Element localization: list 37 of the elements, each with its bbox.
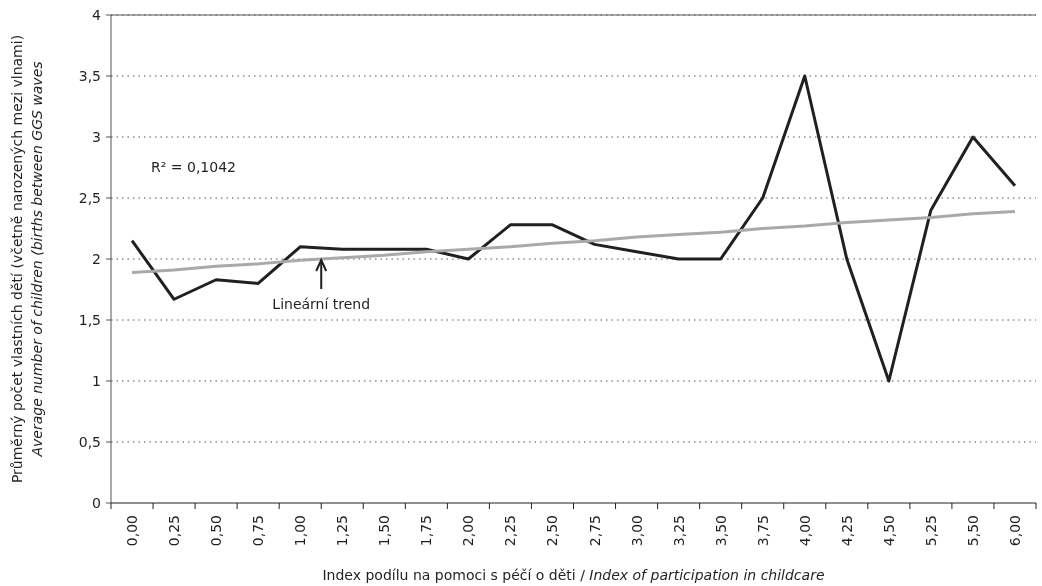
line-series [130, 209, 1017, 274]
y-tick-label: 0 [92, 494, 101, 511]
y-tick-label: 3 [92, 128, 101, 145]
y-tick-label: 4 [92, 6, 102, 23]
x-tick-label: 6,00 [1006, 515, 1023, 547]
y-tick-label: 0,5 [78, 433, 101, 450]
x-tick-label: 1,75 [418, 515, 435, 547]
x-tick-label: 5,25 [922, 515, 939, 547]
x-tick-label: 1,25 [334, 515, 351, 547]
x-tick-label: 0,75 [250, 515, 267, 547]
x-tick-label: 2,75 [586, 515, 603, 547]
x-tick-label: 3,75 [754, 515, 771, 547]
x-tick-label: 1,00 [292, 515, 309, 547]
x-tick-label: 0,50 [208, 515, 225, 547]
x-axis-title: Index podílu na pomoci s péčí o děti / Index of participation in childcare [322, 567, 825, 583]
x-tick-label: 1,50 [376, 515, 393, 547]
annotation: R² = 0,1042 [151, 159, 236, 176]
x-tick-label: 4,25 [838, 515, 855, 547]
x-tick-label: 2,00 [460, 515, 477, 547]
x-tick-label: 4,00 [796, 515, 813, 547]
x-tick-label: 0,25 [166, 515, 183, 547]
y-axis-title: Průměrný počet vlastních dětí (včetně narozených mezi vlnami) Average number of children (births between GGS waves [9, 34, 45, 484]
x-tick-label: 5,50 [964, 515, 981, 547]
y-tick-label: 1,5 [78, 311, 101, 328]
x-tick-label: 2,50 [544, 515, 561, 547]
x-tick-label: 0,00 [124, 515, 141, 547]
y-tick-label: 1 [92, 372, 101, 389]
line-series [130, 74, 1017, 383]
y-tick-label: 2 [92, 250, 101, 267]
x-tick-label: 2,25 [502, 515, 519, 547]
y-tick-label: 3,5 [78, 67, 101, 84]
annotation: Lineární trend [272, 296, 371, 312]
y-tick-label: 2,5 [78, 189, 101, 206]
x-tick-label: 3,25 [670, 515, 687, 547]
x-tick-label: 3,00 [628, 515, 645, 547]
x-tick-label: 4,50 [880, 515, 897, 547]
x-tick-label: 3,50 [712, 515, 729, 547]
